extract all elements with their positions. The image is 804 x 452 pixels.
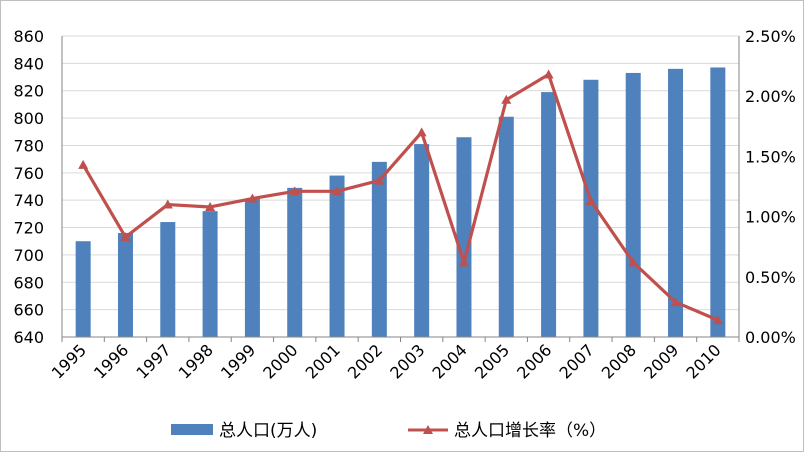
line-point: [458, 257, 469, 267]
left-tick-label: 740: [13, 191, 44, 210]
bar: [498, 116, 514, 338]
bar: [287, 187, 303, 337]
bar: [414, 144, 430, 337]
legend-bar-swatch: [171, 424, 213, 435]
left-axis-tick-labels: 640 660 680 700 720 740 760 780 800 820 840 860: [13, 27, 44, 347]
line-point: [289, 186, 300, 196]
left-tick-label: 700: [13, 246, 44, 265]
bar: [625, 72, 641, 337]
line-point: [332, 186, 343, 196]
line-point: [374, 175, 385, 185]
right-tick-label: 2.00%: [745, 87, 796, 106]
left-tick-label: 820: [13, 82, 44, 101]
legend: 总人口(万人) 总人口增长率（%）: [171, 421, 606, 441]
line-point: [543, 69, 554, 79]
bar: [541, 92, 557, 337]
line-series: [78, 69, 723, 325]
left-tick-label: 840: [13, 54, 44, 73]
bar: [456, 137, 472, 337]
line-point: [501, 94, 512, 104]
right-tick-label: 1.50%: [745, 147, 796, 166]
legend-line-label: 总人口增长率（%）: [454, 421, 606, 441]
line-point: [162, 199, 173, 209]
growth-rate-line: [81, 72, 719, 322]
bar-series: [75, 67, 726, 338]
bar: [202, 211, 218, 337]
bar: [371, 161, 387, 337]
bar: [710, 67, 726, 337]
left-tick-label: 640: [13, 328, 44, 347]
left-tick-label: 780: [13, 136, 44, 155]
right-tick-label: 2.50%: [745, 27, 796, 46]
line-point: [120, 232, 131, 242]
left-tick-label: 720: [13, 219, 44, 238]
axes: [61, 36, 740, 342]
line-point: [416, 127, 427, 137]
bar: [75, 241, 91, 337]
left-tick-label: 660: [13, 301, 44, 320]
line-point: [628, 257, 639, 267]
right-tick-label: 1.00%: [745, 208, 796, 227]
line-point: [712, 315, 723, 325]
bar: [117, 233, 133, 337]
left-tick-label: 680: [13, 273, 44, 292]
line-point: [247, 193, 258, 203]
line-point: [78, 159, 89, 169]
left-tick-label: 860: [13, 27, 44, 46]
line-point: [205, 201, 216, 211]
left-tick-label: 800: [13, 109, 44, 128]
bar: [244, 198, 260, 337]
bar: [160, 222, 176, 337]
bar: [329, 175, 345, 337]
legend-bar-label: 总人口(万人): [219, 421, 317, 441]
right-tick-label: 0.00%: [745, 328, 796, 347]
bar: [583, 79, 599, 338]
line-point: [585, 195, 596, 205]
bar: [668, 68, 684, 337]
line-point: [670, 297, 681, 307]
right-axis-tick-labels: 0.00% 0.50% 1.00% 1.50% 2.00% 2.50%: [745, 27, 796, 347]
left-tick-label: 760: [13, 164, 44, 183]
legend-line-marker: [423, 425, 433, 434]
right-tick-label: 0.50%: [745, 268, 796, 287]
